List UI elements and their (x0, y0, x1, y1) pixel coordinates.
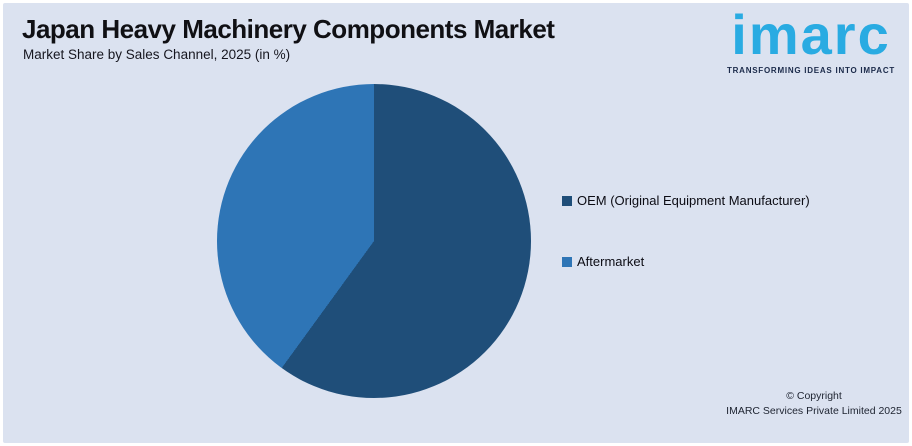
copyright-line-1: © Copyright (786, 390, 842, 402)
legend-label-oem: OEM (Original Equipment Manufacturer) (577, 193, 810, 208)
legend-label-aftermarket: Aftermarket (577, 254, 645, 269)
legend-swatch-aftermarket (562, 256, 572, 267)
imarc-logo-tagline: TRANSFORMING IDEAS INTO IMPACT (727, 65, 895, 75)
page-title: Japan Heavy Machinery Components Market (22, 14, 555, 44)
legend-item-oem: OEM (Original Equipment Manufacturer) (562, 193, 810, 208)
imarc-logo: imarc TRANSFORMING IDEAS INTO IMPACT (726, 3, 896, 75)
legend-item-aftermarket: Aftermarket (562, 254, 644, 269)
copyright-notice: © Copyright IMARC Services Private Limit… (716, 389, 912, 419)
pie-chart (217, 84, 531, 398)
copyright-line-2: IMARC Services Private Limited 2025 (726, 405, 902, 418)
page-subtitle: Market Share by Sales Channel, 2025 (in … (23, 47, 291, 62)
legend-swatch-oem (562, 195, 572, 206)
imarc-logo-wordmark: imarc (731, 3, 891, 66)
